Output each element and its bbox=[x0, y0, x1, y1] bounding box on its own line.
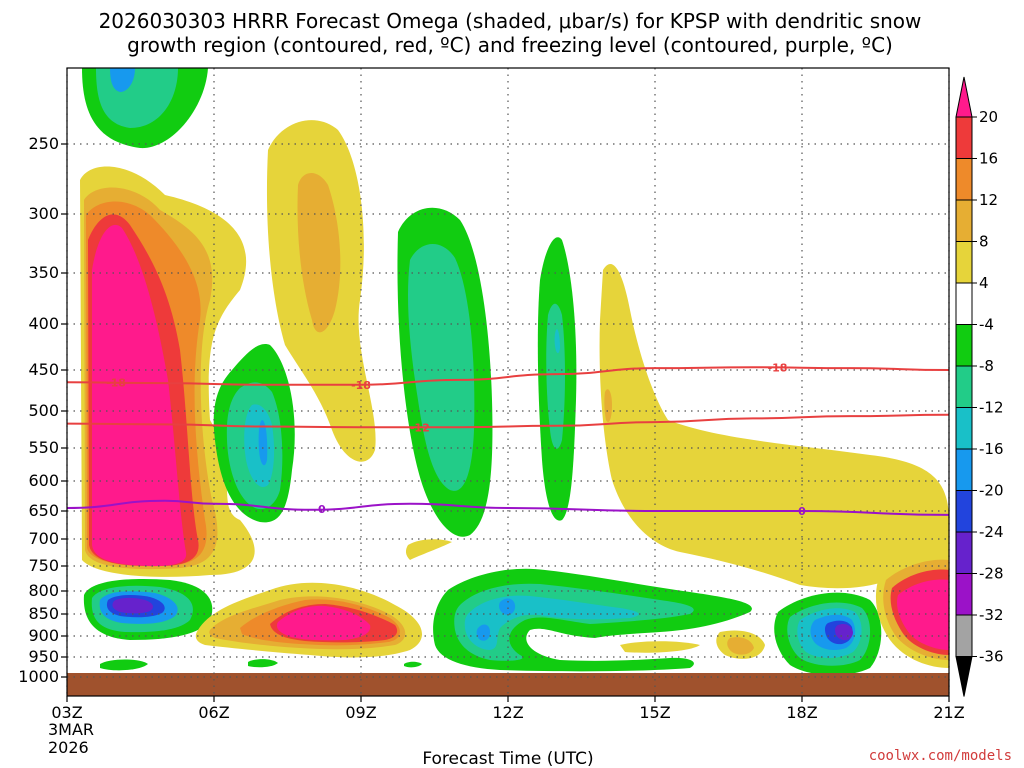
contour-label: -18 bbox=[351, 379, 371, 392]
colorbar-swatch bbox=[955, 199, 973, 242]
contour-label: -18 bbox=[106, 377, 126, 390]
omega-region-neg16 bbox=[499, 598, 516, 615]
colorbar-swatch bbox=[955, 614, 973, 657]
x-tick-label: 12Z bbox=[492, 703, 523, 722]
y-tick-label: 500 bbox=[28, 401, 59, 420]
colorbar-swatch bbox=[955, 573, 973, 616]
contour-label: -18 bbox=[768, 361, 788, 374]
y-tick-label: 900 bbox=[28, 626, 59, 645]
omega-region-neg12 bbox=[554, 329, 560, 354]
omega-region-neg8 bbox=[546, 303, 565, 449]
colorbar-swatch bbox=[955, 241, 973, 284]
omega-region-pos4 bbox=[405, 539, 452, 560]
contour-label: 0 bbox=[798, 505, 806, 518]
contour-dgz-minus12 bbox=[66, 413, 950, 429]
x-tick-label: 21Z bbox=[933, 703, 964, 722]
grid-lines bbox=[66, 68, 950, 696]
y-tick-label: 800 bbox=[28, 581, 59, 600]
omega-region-pos4 bbox=[620, 641, 700, 653]
colorbar-label: -32 bbox=[979, 606, 1004, 624]
colorbar-swatch bbox=[955, 324, 973, 367]
colorbar-swatch bbox=[955, 531, 973, 574]
colorbar-label: 12 bbox=[979, 191, 998, 209]
omega-region-pos4 bbox=[599, 263, 949, 589]
colorbar-swatch bbox=[955, 282, 973, 325]
contour-freezing-level bbox=[66, 499, 950, 516]
colorbar-swatch bbox=[955, 448, 973, 491]
colorbar-label: 20 bbox=[979, 108, 998, 126]
chart-title-line2: growth region (contoured, red, ºC) and f… bbox=[127, 33, 893, 57]
y-tick-label: 750 bbox=[28, 556, 59, 575]
colorbar-swatch bbox=[955, 158, 973, 201]
colorbar-label: -20 bbox=[979, 482, 1004, 500]
y-tick-label: 650 bbox=[28, 501, 59, 520]
colorbar-label: 16 bbox=[979, 150, 998, 168]
colorbar-label: -4 bbox=[979, 316, 994, 334]
colorbar-swatch bbox=[955, 365, 973, 408]
colorbar-bottom-arrow bbox=[955, 656, 973, 697]
y-axis: 250 300 350 400 450 500 550 600 650 700 750 800 850 9… bbox=[18, 134, 67, 686]
ground-band bbox=[67, 673, 949, 696]
chart-title-line1: 2026030303 HRRR Forecast Omega (shaded, … bbox=[99, 9, 922, 33]
x-tick-label: 06Z bbox=[198, 703, 229, 722]
y-tick-label: 1000 bbox=[18, 667, 59, 686]
omega-region-pos8 bbox=[604, 389, 612, 423]
colorbar-label: -8 bbox=[979, 357, 994, 375]
omega-region-pos8 bbox=[297, 172, 341, 333]
omega-region-neg16 bbox=[110, 68, 135, 92]
colorbar-top-arrow bbox=[955, 76, 973, 118]
colorbar-swatch bbox=[955, 407, 973, 450]
y-tick-label: 600 bbox=[28, 471, 59, 490]
y-tick-label: 950 bbox=[28, 647, 59, 666]
y-tick-label: 300 bbox=[28, 204, 59, 223]
contour-label: -12 bbox=[410, 421, 430, 434]
omega-region-neg4 bbox=[404, 661, 422, 668]
omega-region-pos20 bbox=[92, 224, 187, 566]
contour-dgz-minus18 bbox=[66, 366, 950, 386]
date-label-line1: 3MAR bbox=[48, 720, 94, 739]
omega-region-neg4 bbox=[100, 659, 148, 671]
colorbar-label: -36 bbox=[979, 648, 1004, 666]
colorbar-swatch bbox=[955, 116, 973, 159]
x-axis-label: Forecast Time (UTC) bbox=[422, 749, 593, 768]
colorbar-swatch bbox=[955, 490, 973, 533]
omega-region-neg24 bbox=[112, 597, 153, 614]
y-tick-label: 450 bbox=[28, 360, 59, 379]
x-tick-label: 18Z bbox=[786, 703, 817, 722]
x-tick-label: 15Z bbox=[639, 703, 670, 722]
colorbar: 20 16 12 8 4 -4 -8 -12 -16 -20 -24 -28 -32 -36 bbox=[955, 76, 1004, 697]
y-tick-label: 250 bbox=[28, 134, 59, 153]
x-axis: 03Z 06Z 09Z 12Z 15Z 18Z 21Z bbox=[51, 696, 965, 722]
contour-lines: -18 -18 -18 -12 0 0 bbox=[66, 361, 950, 518]
omega-region-neg16 bbox=[258, 420, 268, 466]
omega-region-neg4 bbox=[248, 659, 278, 668]
colorbar-label: 8 bbox=[979, 233, 989, 251]
contour-label: 0 bbox=[318, 503, 326, 516]
x-tick-label: 03Z bbox=[51, 703, 82, 722]
date-label-line2: 2026 bbox=[48, 738, 89, 757]
y-tick-label: 850 bbox=[28, 604, 59, 623]
x-tick-label: 09Z bbox=[345, 703, 376, 722]
colorbar-label: 4 bbox=[979, 274, 989, 292]
y-tick-label: 550 bbox=[28, 438, 59, 457]
y-tick-label: 700 bbox=[28, 529, 59, 548]
colorbar-label: -24 bbox=[979, 523, 1004, 541]
omega-region-neg16 bbox=[476, 624, 490, 641]
omega-region-neg8 bbox=[407, 243, 475, 491]
colorbar-label: -28 bbox=[979, 565, 1004, 583]
site-credit: coolwx.com/models bbox=[869, 748, 1012, 764]
omega-region-pos20 bbox=[897, 579, 949, 650]
omega-region-pos8 bbox=[727, 637, 754, 655]
y-tick-label: 350 bbox=[28, 263, 59, 282]
colorbar-label: -16 bbox=[979, 440, 1004, 458]
omega-shading bbox=[80, 68, 949, 676]
colorbar-label: -12 bbox=[979, 399, 1004, 417]
y-tick-label: 400 bbox=[28, 314, 59, 333]
